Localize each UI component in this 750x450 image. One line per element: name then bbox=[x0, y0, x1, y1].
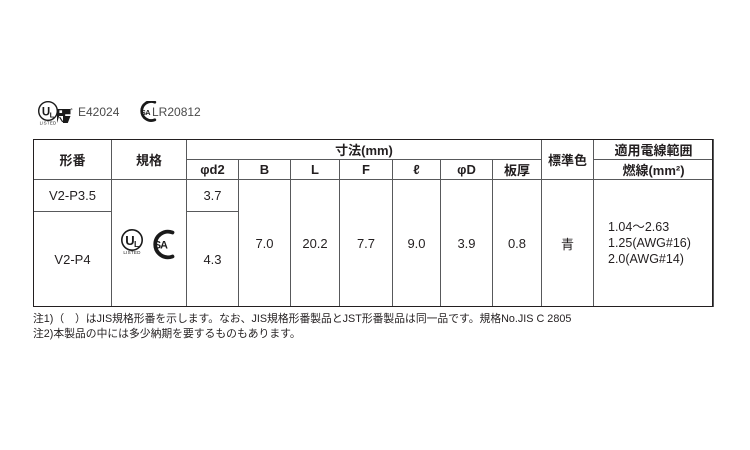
svg-text:SA: SA bbox=[141, 108, 151, 117]
svg-text:L: L bbox=[50, 110, 55, 119]
svg-text:LISTED: LISTED bbox=[123, 250, 141, 255]
svg-text:LISTED: LISTED bbox=[40, 121, 57, 126]
svg-text:E42024: E42024 bbox=[78, 105, 120, 119]
svg-text:LR20812: LR20812 bbox=[152, 105, 201, 119]
svg-text:SA: SA bbox=[154, 240, 168, 252]
svg-text:L: L bbox=[134, 239, 139, 249]
